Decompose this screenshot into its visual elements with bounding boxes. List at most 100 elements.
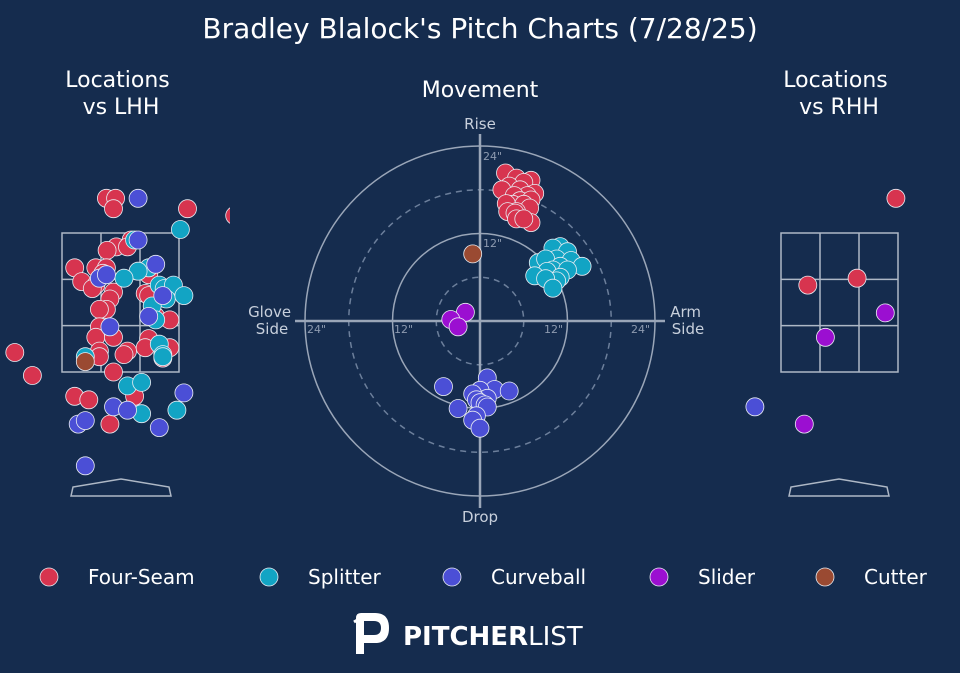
rhh-home-plate [788, 478, 890, 497]
lhh-fourseam-point-41 [100, 414, 120, 434]
lhh-panel-title-line2: vs LHH [83, 95, 160, 120]
pitcherlist-logo [353, 613, 389, 654]
rhh-slider-point-0 [875, 303, 895, 323]
lhh-curveball-point-10 [118, 400, 137, 420]
ring-label-top-12: 12" [483, 237, 502, 250]
ring-label-left-24: 24" [307, 323, 326, 336]
lhh-splitter-point-18 [167, 400, 187, 420]
lhh-splitter-point-17 [132, 372, 152, 392]
rhh-fourseam-point-0 [886, 188, 906, 208]
legend-label-slider: Slider [698, 565, 756, 589]
movement-rise-label: Rise [464, 115, 496, 133]
brand-light: LIST [528, 622, 583, 652]
lhh-curveball-point-6 [139, 306, 159, 326]
legend-item-splitter: Splitter [259, 565, 381, 589]
lhh-curveball-point-1 [128, 230, 148, 250]
ring-label-left-12: 12" [394, 323, 413, 336]
lhh-fourseam-point-2 [104, 199, 123, 219]
legend-marker-curveball [442, 567, 462, 587]
movement-panel-title: Movement [422, 78, 539, 103]
pitcherlist-wordmark: PITCHERLIST [403, 622, 583, 652]
lhh-curveball-point-2 [146, 254, 166, 274]
legend-marker-slider [649, 567, 669, 587]
lhh-fourseam-point-37 [23, 366, 42, 385]
legend-item-curveball: Curveball [442, 565, 586, 589]
lhh-splitter-point-15 [153, 347, 173, 367]
legend-marker-fourseam [39, 567, 59, 587]
ring-label-right-12: 12" [544, 323, 563, 336]
pitcherlist-logo-stroke [353, 614, 365, 624]
lhh-splitter-point-0 [170, 220, 190, 239]
rhh-fourseam-point-2 [847, 268, 867, 288]
movement-cutter-point-0 [463, 244, 483, 264]
lhh-fourseam-point-3 [178, 199, 197, 219]
lhh-panel-title: Locations vs LHH [65, 68, 177, 120]
chart-title: Bradley Blalock's Pitch Charts (7/28/25) [202, 12, 757, 45]
movement-curveball-point-10 [448, 399, 468, 418]
rhh-panel-title: Locations vs RHH [783, 68, 895, 120]
legend-marker-splitter [259, 567, 279, 587]
movement-curveball-point-1 [434, 377, 453, 397]
legend-item-cutter: Cutter [815, 565, 928, 589]
legend-label-splitter: Splitter [308, 565, 381, 589]
lhh-fourseam-point-35 [104, 362, 123, 382]
legend-label-cutter: Cutter [864, 565, 928, 589]
lhh-home-plate [70, 478, 172, 497]
lhh-fourseam-point-4 [225, 207, 230, 224]
lhh-curveball-point-5 [153, 286, 173, 306]
glove-side-line1: Glove [248, 303, 291, 321]
movement-splitter-point-16 [543, 278, 563, 298]
movement-drop-label: Drop [462, 508, 498, 526]
lhh-fourseam-point-36 [5, 343, 25, 362]
chart-marks [5, 163, 906, 476]
glove-side-line2: Side [256, 320, 288, 338]
legend-marker-cutter [815, 567, 835, 587]
ring-label-right-24: 24" [631, 323, 650, 336]
arm-side-line1: Arm [670, 303, 701, 321]
movement-fourseam-point-21 [514, 209, 534, 229]
legend-label-fourseam: Four-Seam [88, 565, 195, 589]
lhh-fourseam-point-23 [90, 299, 109, 319]
movement-arm-side-label: Arm Side [670, 303, 706, 338]
rhh-panel-title-line1: Locations [783, 68, 888, 93]
movement-ring-labels: 24" 12" 12" 24" 12" 24" [307, 150, 650, 336]
legend-item-fourseam: Four-Seam [39, 565, 195, 589]
rhh-slider-point-1 [816, 327, 835, 347]
movement-curveball-point-14 [470, 418, 490, 438]
ring-label-top-24: 24" [483, 150, 502, 163]
lhh-splitter-point-4 [114, 268, 134, 288]
lhh-curveball-point-0 [128, 188, 148, 208]
rhh-curveball-point-0 [745, 397, 765, 417]
lhh-curveball-point-4 [97, 265, 116, 285]
rhh-slider-point-2 [794, 414, 814, 434]
chart-grids [61, 134, 899, 508]
pitcherlist-logo-icon [356, 613, 389, 654]
legend-label-curveball: Curveball [491, 565, 586, 589]
lhh-fourseam-point-39 [79, 390, 99, 410]
lhh-curveball-point-8 [174, 383, 194, 403]
lhh-splitter-point-9 [174, 286, 194, 306]
movement-glove-side-label: Glove Side [248, 303, 296, 338]
legend: Four-Seam Splitter Curveball Slider Cutter [39, 565, 928, 589]
lhh-panel-title-line1: Locations [65, 68, 170, 93]
lhh-curveball-point-7 [100, 317, 120, 337]
rhh-fourseam-point-1 [798, 275, 818, 295]
rhh-panel-title-line2: vs RHH [799, 95, 879, 120]
lhh-curveball-point-14 [75, 456, 95, 476]
lhh-points [5, 188, 230, 476]
rhh-points [745, 188, 906, 434]
lhh-cutter-point-0 [75, 352, 95, 372]
rhh-strike-zone [780, 232, 899, 497]
legend-item-slider: Slider [649, 565, 756, 589]
brand-bold: PITCHER [403, 622, 528, 652]
rhh-zone-outline [780, 232, 899, 373]
movement-grid [295, 134, 665, 508]
arm-side-line2: Side [672, 320, 704, 338]
lhh-fourseam-point-8 [97, 240, 117, 260]
movement-curveball-point-3 [499, 381, 519, 401]
lhh-curveball-point-13 [149, 418, 169, 438]
movement-slider-point-2 [448, 317, 468, 337]
lhh-fourseam-point-32 [114, 345, 134, 365]
